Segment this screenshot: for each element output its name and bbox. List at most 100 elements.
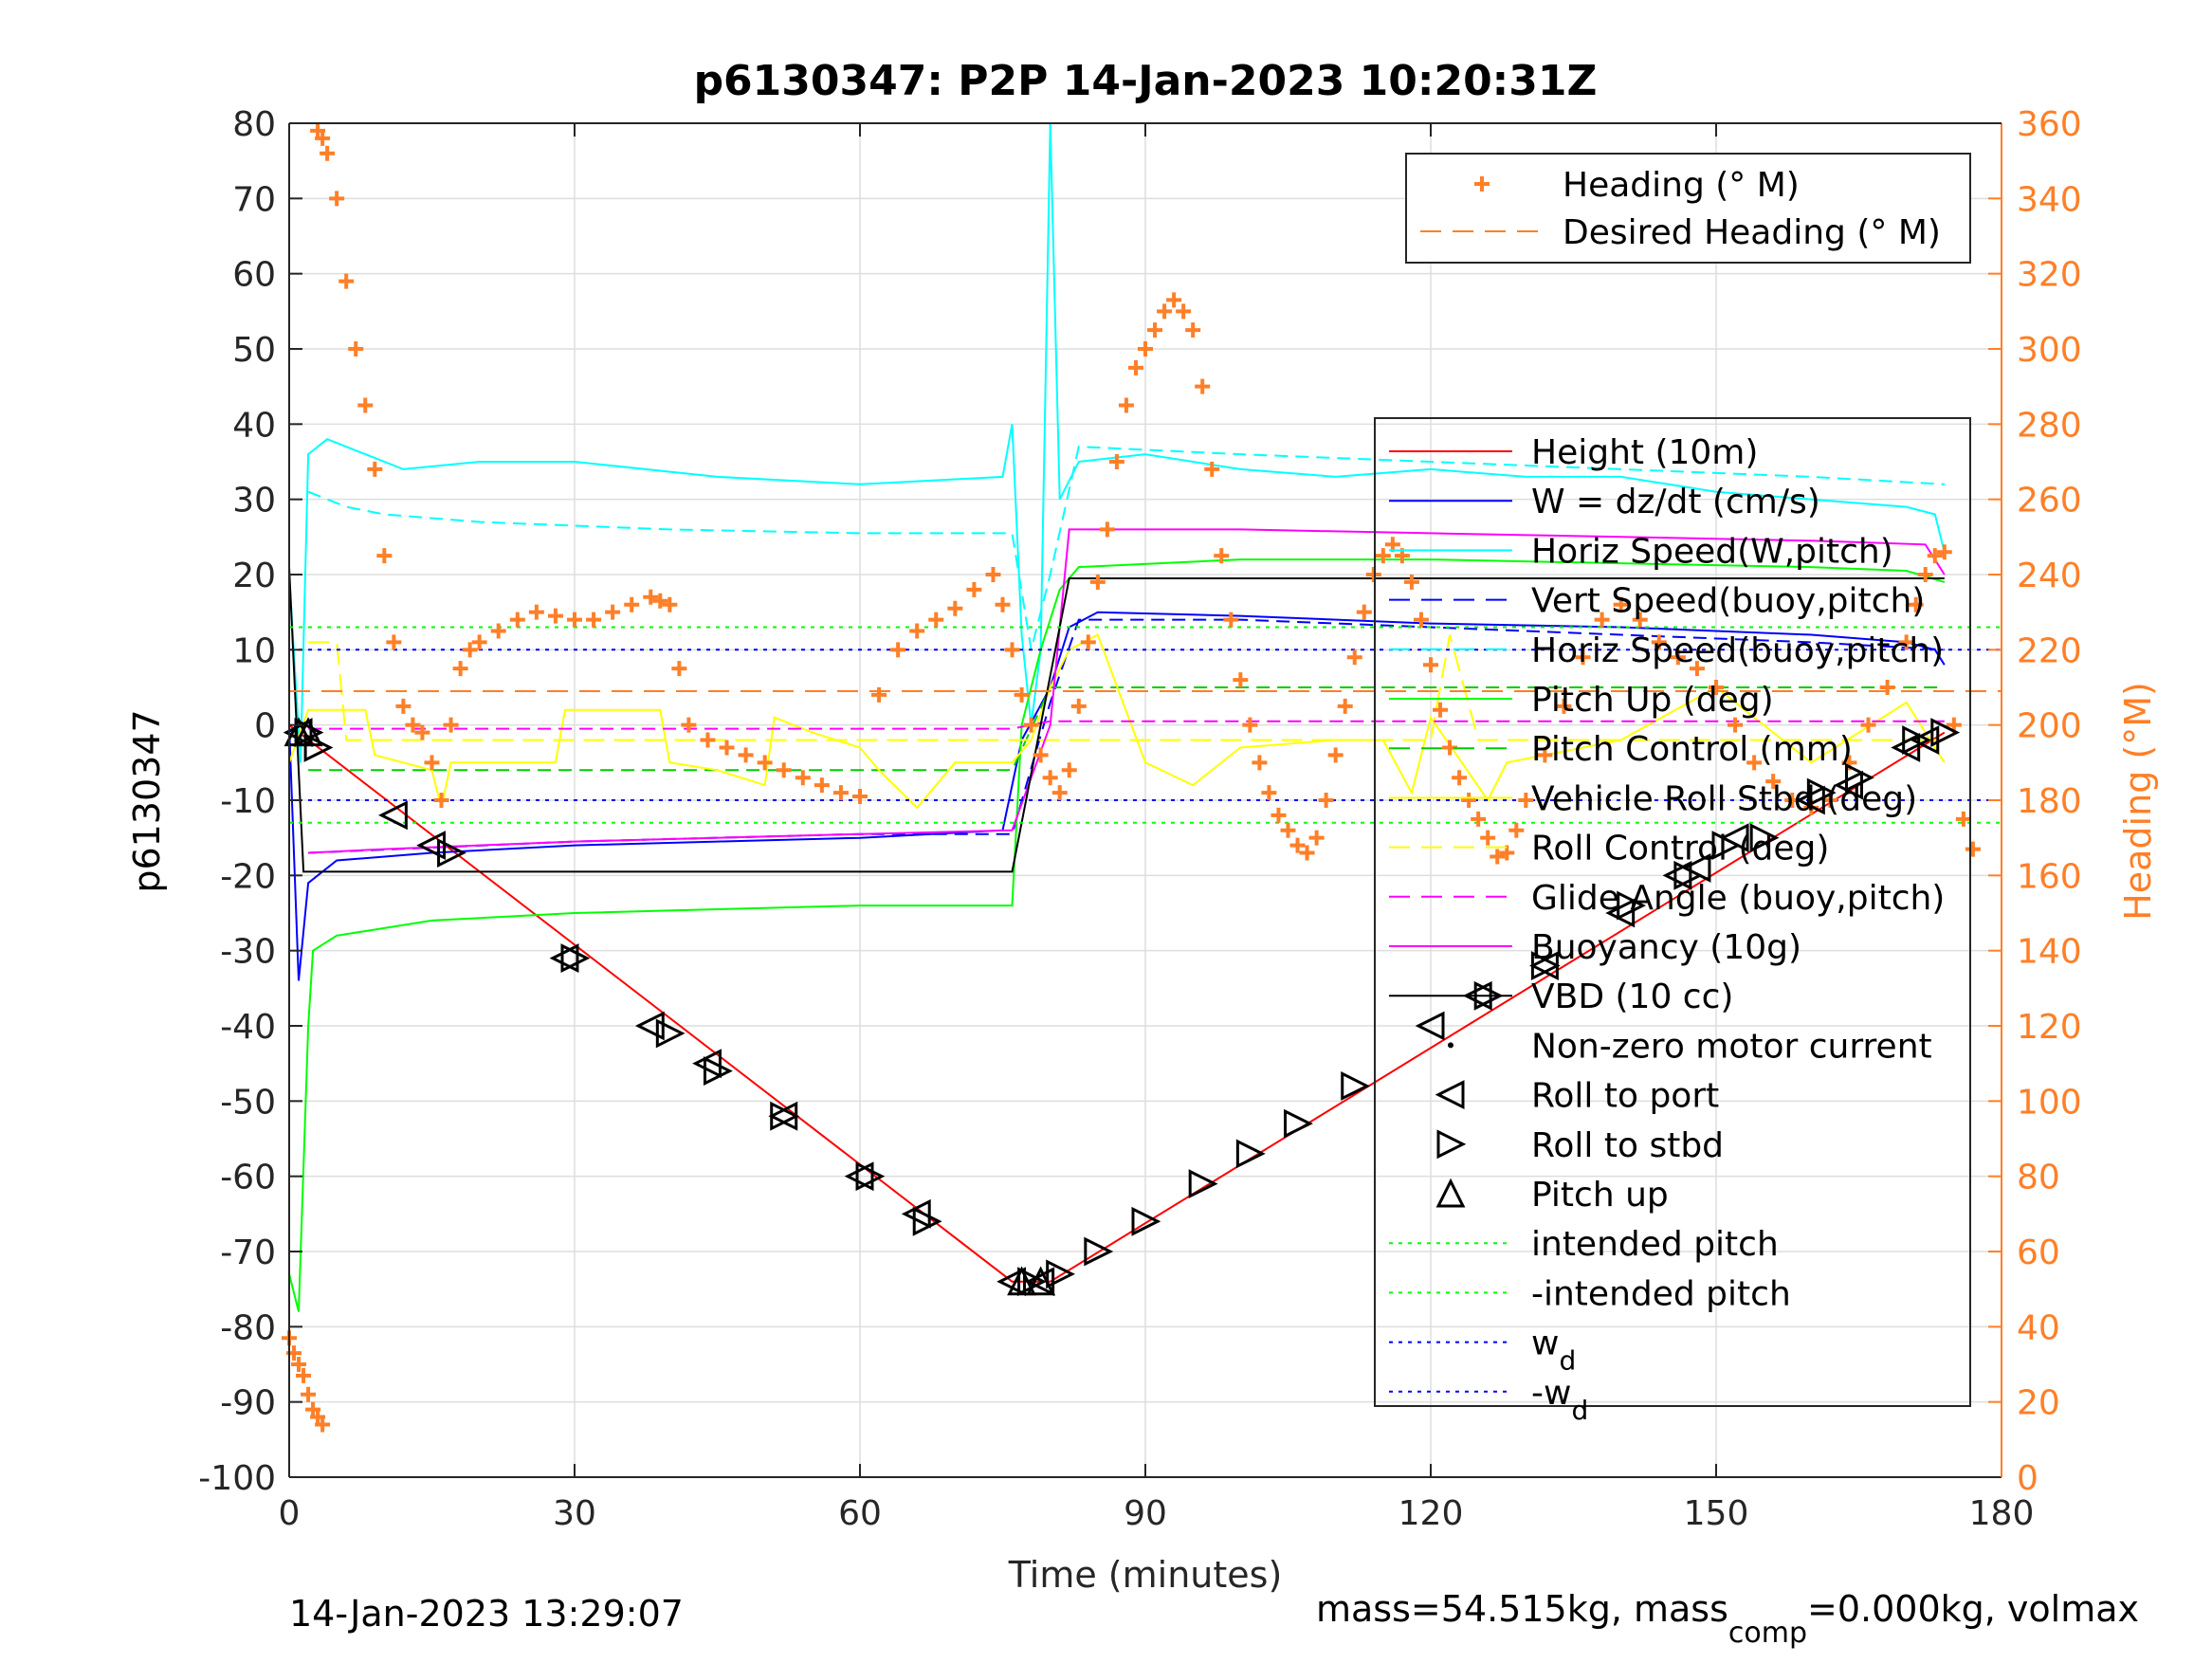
heading-point [1089, 574, 1106, 590]
heading-point [832, 785, 849, 801]
heading-point [1252, 755, 1268, 771]
y-right-tick-label: 300 [2017, 331, 2082, 370]
legend-label-text: Horiz Speed(W,pitch) [1531, 532, 1893, 571]
legend-label: VBD (10 cc) [1531, 978, 1733, 1016]
roll-to-port-marker [1891, 733, 1921, 762]
legend-label-text: Vehicle Roll Stbd (deg) [1531, 779, 1917, 818]
heading-point [586, 612, 602, 628]
y-right-tick-label: 340 [2017, 180, 2082, 219]
y-right-tick-label: 320 [2017, 256, 2082, 295]
heading-point [291, 1357, 307, 1372]
y-tick-label: -100 [198, 1459, 276, 1498]
heading-point [1185, 322, 1201, 338]
roll-to-stbd-marker [655, 1018, 686, 1049]
legend-label: Pitch Control (mm) [1531, 730, 1853, 769]
heading-point [995, 596, 1011, 612]
legend-sample-dot [1448, 1042, 1453, 1049]
heading-point [947, 600, 963, 616]
heading-point [871, 686, 887, 703]
legend-label-text: -w [1531, 1374, 1571, 1413]
legend-label: Roll to stbd [1531, 1126, 1724, 1165]
heading-point [1613, 596, 1629, 612]
legend-label: -wd [1531, 1374, 1588, 1426]
y-right-tick-label: 120 [2017, 1008, 2082, 1047]
y-tick-label: -40 [220, 1008, 276, 1047]
legend-label: Heading (° M) [1563, 166, 1800, 205]
legend-label-text: Roll to port [1531, 1077, 1719, 1116]
heading-point [405, 717, 421, 733]
legend-label: wd [1531, 1325, 1576, 1377]
legend-label-text: intended pitch [1531, 1225, 1779, 1264]
heading-point [1157, 303, 1173, 320]
y-tick-label: 0 [254, 707, 276, 746]
y-tick-label: -90 [220, 1384, 276, 1423]
heading-point [1936, 544, 1952, 560]
heading-point [1127, 359, 1143, 375]
legend-label-subscript: d [1559, 1345, 1576, 1377]
heading-point [1765, 774, 1782, 790]
y-tick-label: 50 [232, 331, 276, 370]
heading-point [700, 732, 716, 748]
y-right-tick-label: 80 [2017, 1159, 2060, 1197]
y-axis-label: p6130347 [126, 709, 168, 892]
heading-point [1365, 567, 1381, 582]
series-line-7 [288, 633, 1946, 810]
heading-point [1042, 770, 1058, 786]
heading-point [1413, 612, 1429, 628]
y-right-tick-label: 180 [2017, 782, 2082, 821]
x-tick-label: 90 [1124, 1494, 1167, 1533]
legend-label-text: Pitch up [1531, 1176, 1669, 1215]
pitch-up-marker [1026, 1266, 1056, 1296]
heading-point [909, 623, 925, 639]
heading-point [452, 661, 468, 677]
heading-point [338, 273, 355, 289]
legend-sample-plus [1474, 176, 1490, 192]
heading-point [1508, 822, 1525, 838]
heading-point [1099, 521, 1115, 538]
heading-point [1452, 770, 1468, 786]
y-right-tick-label: 200 [2017, 707, 2082, 746]
legend-label: Pitch Up (deg) [1531, 681, 1774, 720]
legend-label: Vehicle Roll Stbd (deg) [1531, 779, 1917, 818]
roll-to-stbd-marker [1845, 762, 1874, 793]
legend-label: Pitch up [1531, 1176, 1669, 1215]
heading-point [1308, 830, 1325, 846]
heading-point [966, 581, 982, 597]
heading-point [643, 589, 659, 605]
heading-point [1575, 649, 1591, 666]
heading-point [1908, 596, 1924, 612]
roll-to-port-marker [1910, 725, 1940, 755]
heading-point [376, 548, 393, 564]
series-line-1 [288, 611, 1946, 981]
roll-to-stbd-marker [912, 1206, 942, 1236]
axes-layer: 0 30 60 90 120 150 180-100-90-80-70-60-50-40-3… [198, 105, 2081, 1533]
heading-point [1070, 698, 1087, 714]
heading-point [852, 789, 868, 805]
legend-label-text: Pitch Control (mm) [1531, 730, 1853, 769]
x-tick-label: 120 [1398, 1494, 1464, 1533]
roll-to-stbd-marker [1131, 1206, 1161, 1236]
heading-point [1138, 341, 1153, 356]
heading-point [1898, 634, 1914, 650]
heading-point [490, 623, 506, 639]
heading-point [367, 461, 383, 477]
roll-to-stbd-marker [1930, 718, 1961, 748]
heading-point [320, 145, 336, 161]
heading-point [386, 634, 402, 650]
legend-label: intended pitch [1531, 1225, 1779, 1264]
heading-point [757, 755, 773, 771]
heading-point [1728, 717, 1744, 733]
y-right-tick-label: 260 [2017, 482, 2082, 521]
heading-point [296, 1367, 312, 1383]
heading-point [1061, 762, 1077, 778]
heading-point [890, 642, 906, 658]
heading-point [738, 747, 754, 763]
heading-point [671, 661, 687, 677]
legend-layer: Heading (° M) Desired Heading (° M) Height… [1374, 153, 1971, 1426]
heading-point [1594, 612, 1610, 628]
y-tick-label: 30 [232, 482, 276, 521]
heading-point [795, 770, 811, 786]
heading-point [1080, 634, 1096, 650]
heading-point [1233, 672, 1249, 688]
heading-point [443, 717, 459, 733]
